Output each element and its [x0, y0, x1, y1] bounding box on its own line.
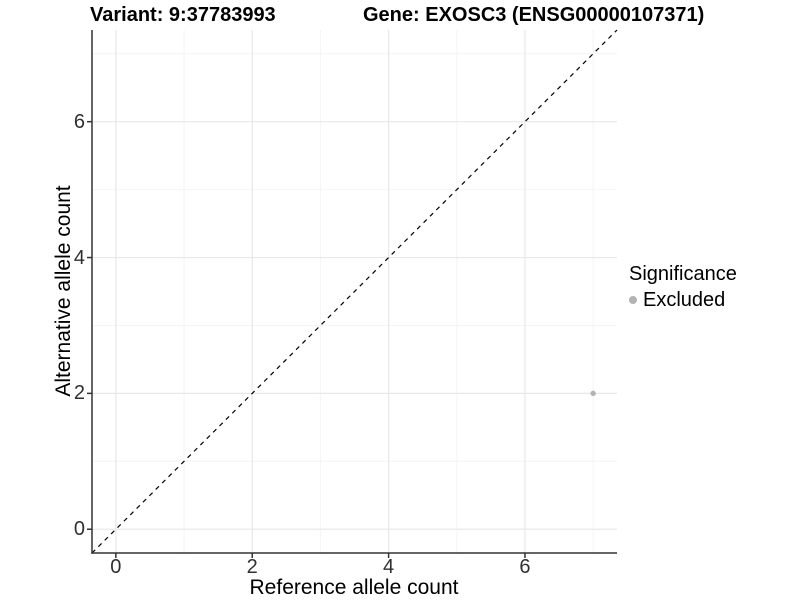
x-tick-label-6: 6 — [519, 556, 531, 578]
x-tick-label-2: 2 — [246, 556, 258, 578]
plot-title-variant: Variant: 9:37783993 — [90, 4, 276, 26]
x-tick-label-4: 4 — [383, 556, 395, 578]
y-tick-label-2: 2 — [73, 382, 85, 405]
identity-dashed-line — [91, 29, 618, 554]
legend: Significance Excluded — [629, 262, 737, 312]
y-tick-label-4: 4 — [73, 246, 85, 269]
y-tick-label-0: 0 — [73, 518, 85, 541]
plot-title-gene: Gene: EXOSC3 (ENSG00000107371) — [363, 4, 705, 26]
x-tick-label-0: 0 — [110, 556, 122, 578]
legend-title: Significance — [629, 263, 737, 285]
y-tick-label-6: 6 — [73, 110, 85, 133]
x-axis-title: Reference allele count — [249, 576, 459, 599]
legend-item-label: Excluded — [643, 288, 726, 311]
data-point-excluded — [590, 390, 596, 397]
y-axis-title: Alternative allele count — [52, 185, 75, 397]
legend-item-excluded: Excluded — [629, 288, 737, 312]
excluded-point-icon — [629, 296, 637, 304]
